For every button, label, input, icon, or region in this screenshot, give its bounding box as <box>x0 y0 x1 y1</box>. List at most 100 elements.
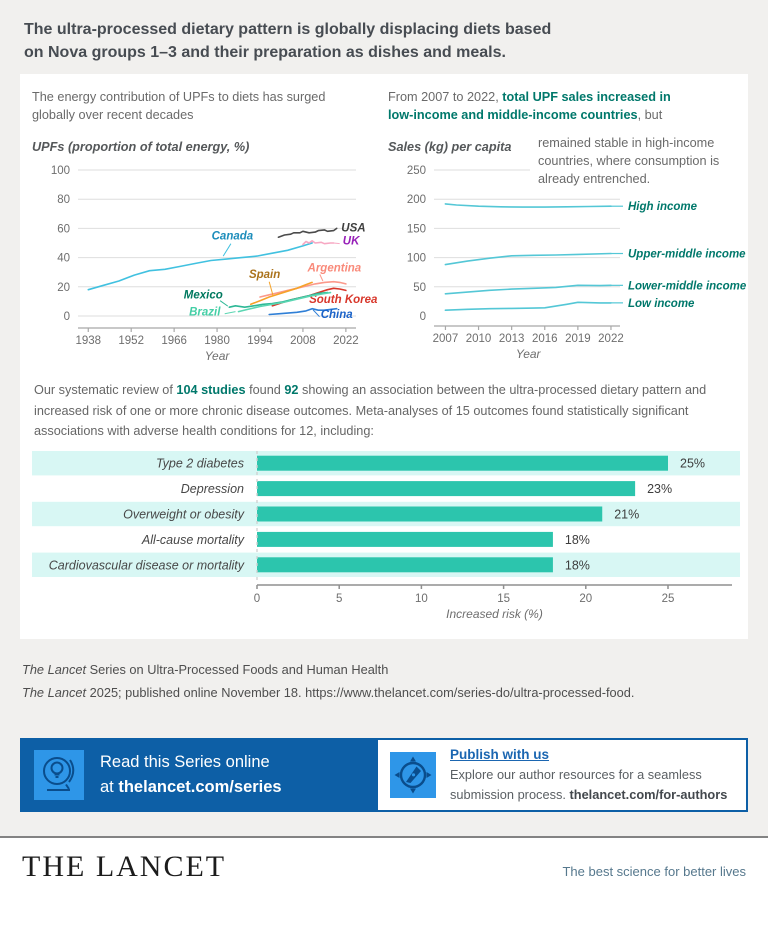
svg-text:1980: 1980 <box>204 335 230 347</box>
publish-body-line-1: Explore our author resources for a seaml… <box>450 767 702 783</box>
svg-text:USA: USA <box>341 223 365 235</box>
review-text-3: showing an association between the ultra… <box>34 383 707 438</box>
svg-text:200: 200 <box>407 195 426 207</box>
svg-text:Year: Year <box>205 349 231 363</box>
review-paragraph: Our systematic review of 104 studies fou… <box>34 380 732 441</box>
svg-text:Mexico: Mexico <box>184 290 223 302</box>
svg-text:0: 0 <box>64 311 70 323</box>
right-caption-intro: From 2007 to 2022, <box>388 90 503 105</box>
svg-text:150: 150 <box>407 224 426 236</box>
right-chart-caption: From 2007 to 2022, total UPF sales incre… <box>388 88 740 126</box>
svg-text:Increased risk (%): Increased risk (%) <box>446 607 543 621</box>
svg-text:Year: Year <box>516 347 542 361</box>
svg-text:15: 15 <box>497 593 510 605</box>
svg-text:1994: 1994 <box>247 335 273 347</box>
read-series-prefix: at <box>100 778 119 797</box>
upf-energy-line-chart: 0 20 40 60 80 100 1938 1952 1966 1980 1994 2008 2022… <box>51 165 378 363</box>
charts-row: The energy contribution of UPFs to diets… <box>32 88 747 364</box>
main-panel: The energy contribution of UPFs to diets… <box>20 74 748 640</box>
svg-text:1952: 1952 <box>118 335 144 347</box>
lancet-wordmark: THE LANCET <box>22 850 227 884</box>
svg-text:2007: 2007 <box>433 333 459 345</box>
svg-text:Depression: Depression <box>181 482 244 496</box>
left-chart-caption: The energy contribution of UPFs to diets… <box>32 88 384 126</box>
svg-text:2013: 2013 <box>499 333 525 345</box>
right-caption-after: , but <box>637 108 663 123</box>
svg-text:China: China <box>321 310 354 322</box>
review-highlight-count: 92 <box>284 383 299 398</box>
citation-line-2: The Lancet 2025; published online Novemb… <box>22 682 746 704</box>
page-title-line-1: The ultra-processed dietary pattern is g… <box>24 21 552 38</box>
review-text-2: found <box>245 383 285 398</box>
svg-text:Low income: Low income <box>628 298 695 310</box>
footer-tagline: The best science for better lives <box>562 864 746 880</box>
svg-text:100: 100 <box>407 253 426 265</box>
svg-text:Argentina: Argentina <box>307 263 362 275</box>
read-series-line-1: Read this Series online <box>100 753 270 772</box>
compass-icon <box>390 752 436 799</box>
upf-energy-chart-block: The energy contribution of UPFs to diets… <box>32 88 384 364</box>
svg-text:21%: 21% <box>614 508 639 522</box>
svg-text:Upper-middle income: Upper-middle income <box>628 249 746 261</box>
globe-lightbulb-icon <box>34 750 84 801</box>
svg-text:23%: 23% <box>647 482 672 496</box>
read-series-banner[interactable]: Read this Series online at thelancet.com… <box>20 738 376 813</box>
citation-line-1: The Lancet Series on Ultra-Processed Foo… <box>22 659 746 681</box>
upf-sales-chart-block: From 2007 to 2022, total UPF sales incre… <box>388 88 747 364</box>
svg-text:20: 20 <box>57 282 70 294</box>
page-title-line-2: on Nova groups 1–3 and their preparation… <box>24 44 506 62</box>
svg-text:25%: 25% <box>680 457 705 471</box>
left-caption-line-2: globally over recent decades <box>32 108 194 123</box>
svg-text:High income: High income <box>628 202 698 214</box>
svg-text:2016: 2016 <box>532 333 558 345</box>
citation-rest-1: Series on Ultra-Processed Foods and Huma… <box>86 662 389 678</box>
svg-text:Spain: Spain <box>249 269 280 281</box>
left-chart-axis-title: UPFs (proportion of total energy, %) <box>32 140 250 155</box>
svg-text:Lower-middle income: Lower-middle income <box>628 281 747 293</box>
publish-authors-url: thelancet.com/for-authors <box>569 786 728 802</box>
svg-text:2008: 2008 <box>290 335 316 347</box>
svg-text:25: 25 <box>662 593 675 605</box>
svg-text:18%: 18% <box>565 559 590 573</box>
right-caption-continuation: remained stable in high-income countries… <box>538 136 720 187</box>
svg-text:0: 0 <box>254 593 260 605</box>
read-series-text: Read this Series online at thelancet.com… <box>100 750 282 800</box>
right-chart-axis-title: Sales (kg) per capita <box>388 140 512 155</box>
citation-rest-2: 2025; published online November 18. http… <box>86 684 635 700</box>
svg-text:18%: 18% <box>565 533 590 547</box>
svg-text:40: 40 <box>57 253 70 265</box>
read-series-url: thelancet.com/series <box>118 778 282 797</box>
svg-text:Type 2 diabetes: Type 2 diabetes <box>156 457 244 471</box>
upf-sales-line-chart: 0 50 100 150 200 250 2007 2010 2013 2016 2019 2022 Y… <box>407 165 747 361</box>
svg-text:Brazil: Brazil <box>189 307 221 319</box>
citation-block: The Lancet Series on Ultra-Processed Foo… <box>22 659 746 704</box>
citation-journal-2: The Lancet <box>22 684 87 700</box>
svg-text:5: 5 <box>336 593 342 605</box>
citation-journal-1: The Lancet <box>22 662 87 678</box>
right-caption-highlight-2: low-income and middle-income countries <box>388 108 638 123</box>
review-text-1: Our systematic review of <box>34 383 177 398</box>
publish-link[interactable]: Publish with us <box>450 747 550 763</box>
left-caption-line-1: The energy contribution of UPFs to diets… <box>32 90 326 105</box>
publish-text: Publish with us Explore our author resou… <box>450 746 727 803</box>
svg-text:All-cause mortality: All-cause mortality <box>141 533 245 547</box>
svg-text:250: 250 <box>407 165 426 177</box>
publish-body: Explore our author resources for a seaml… <box>450 765 727 803</box>
svg-text:0: 0 <box>420 311 426 323</box>
svg-text:2010: 2010 <box>466 333 492 345</box>
svg-text:60: 60 <box>57 224 70 236</box>
svg-text:2022: 2022 <box>598 333 624 345</box>
svg-text:10: 10 <box>415 593 428 605</box>
review-highlight-studies: 104 studies <box>176 383 246 398</box>
read-series-line-2: at thelancet.com/series <box>100 775 282 800</box>
page-title: The ultra-processed dietary pattern is g… <box>0 0 768 74</box>
svg-text:1938: 1938 <box>75 335 101 347</box>
svg-text:2022: 2022 <box>333 335 359 347</box>
footer-bar: THE LANCET The best science for better l… <box>0 836 768 934</box>
svg-text:UK: UK <box>343 236 360 248</box>
svg-text:Overweight or obesity: Overweight or obesity <box>123 508 245 522</box>
svg-text:50: 50 <box>413 282 426 294</box>
publish-body-line-2: submission process. thelancet.com/for-au… <box>450 785 727 804</box>
publish-body-prefix: submission process. <box>450 786 570 802</box>
svg-text:100: 100 <box>51 165 70 177</box>
